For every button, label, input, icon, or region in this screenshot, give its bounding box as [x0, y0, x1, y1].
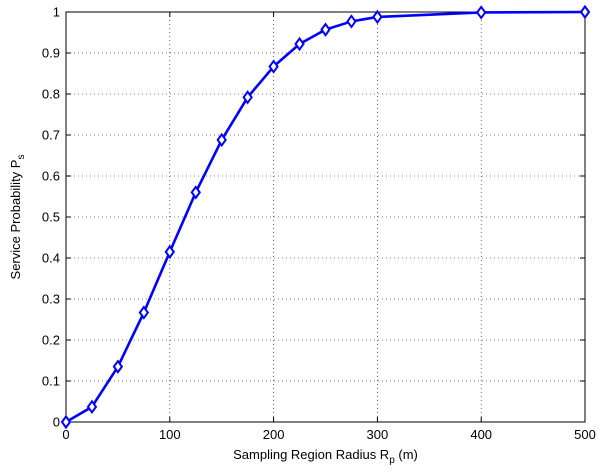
data-point-marker [268, 59, 279, 74]
x-tick-label: 500 [574, 427, 596, 442]
x-axis-label: Sampling Region Radius Rp (m) [233, 447, 418, 466]
y-tick-label: 1 [53, 5, 60, 20]
x-tick-label: 200 [263, 427, 285, 442]
y-tick-label: 0.5 [42, 210, 60, 225]
x-tick-label: 400 [470, 427, 492, 442]
data-point-marker [190, 185, 201, 200]
data-point-marker [86, 399, 98, 415]
y-tick-label: 0.4 [42, 251, 60, 266]
y-tick-label: 0 [53, 415, 60, 430]
data-point-marker [242, 90, 253, 105]
data-point-marker [372, 9, 383, 25]
data-point-marker [320, 22, 331, 37]
data-point-marker [164, 244, 176, 260]
data-point-marker [294, 36, 305, 52]
x-axis-label-main: Sampling Region Radius R [233, 447, 389, 462]
data-point-marker [60, 414, 72, 430]
y-axis-label-main: Service Probability P [8, 160, 23, 280]
x-tick-label: 0 [62, 427, 69, 442]
y-axis-label-sub: s [16, 155, 27, 160]
x-tick-label: 100 [159, 427, 181, 442]
data-point-marker [475, 5, 487, 20]
y-axis-label: Service Probability Ps [8, 155, 27, 280]
series-group [60, 4, 591, 430]
data-point-marker [112, 359, 124, 374]
data-point-marker [138, 305, 150, 320]
x-tick-label: 300 [367, 427, 389, 442]
grid [66, 12, 585, 422]
y-tick-label: 0.2 [42, 333, 60, 348]
x-axis-label-suffix: (m) [395, 447, 418, 462]
x-axis-label-sub: p [389, 455, 395, 466]
y-tick-label: 0.7 [42, 128, 60, 143]
plot-frame [65, 11, 586, 423]
y-tick-label: 0.9 [42, 46, 60, 61]
axis-ticks: 0 100 200 300 400 500 0 0.1 0.2 0.3 0.4 0.5 0.6 0.7 0.… [42, 5, 596, 443]
y-tick-label: 0.1 [42, 374, 60, 389]
plot-area [66, 12, 585, 422]
y-tick-label: 0.8 [42, 87, 60, 102]
y-tick-label: 0.3 [42, 292, 60, 307]
data-point-marker [579, 4, 591, 20]
data-point-marker [346, 14, 357, 29]
y-tick-label: 0.6 [42, 169, 60, 184]
data-point-marker [216, 132, 227, 148]
